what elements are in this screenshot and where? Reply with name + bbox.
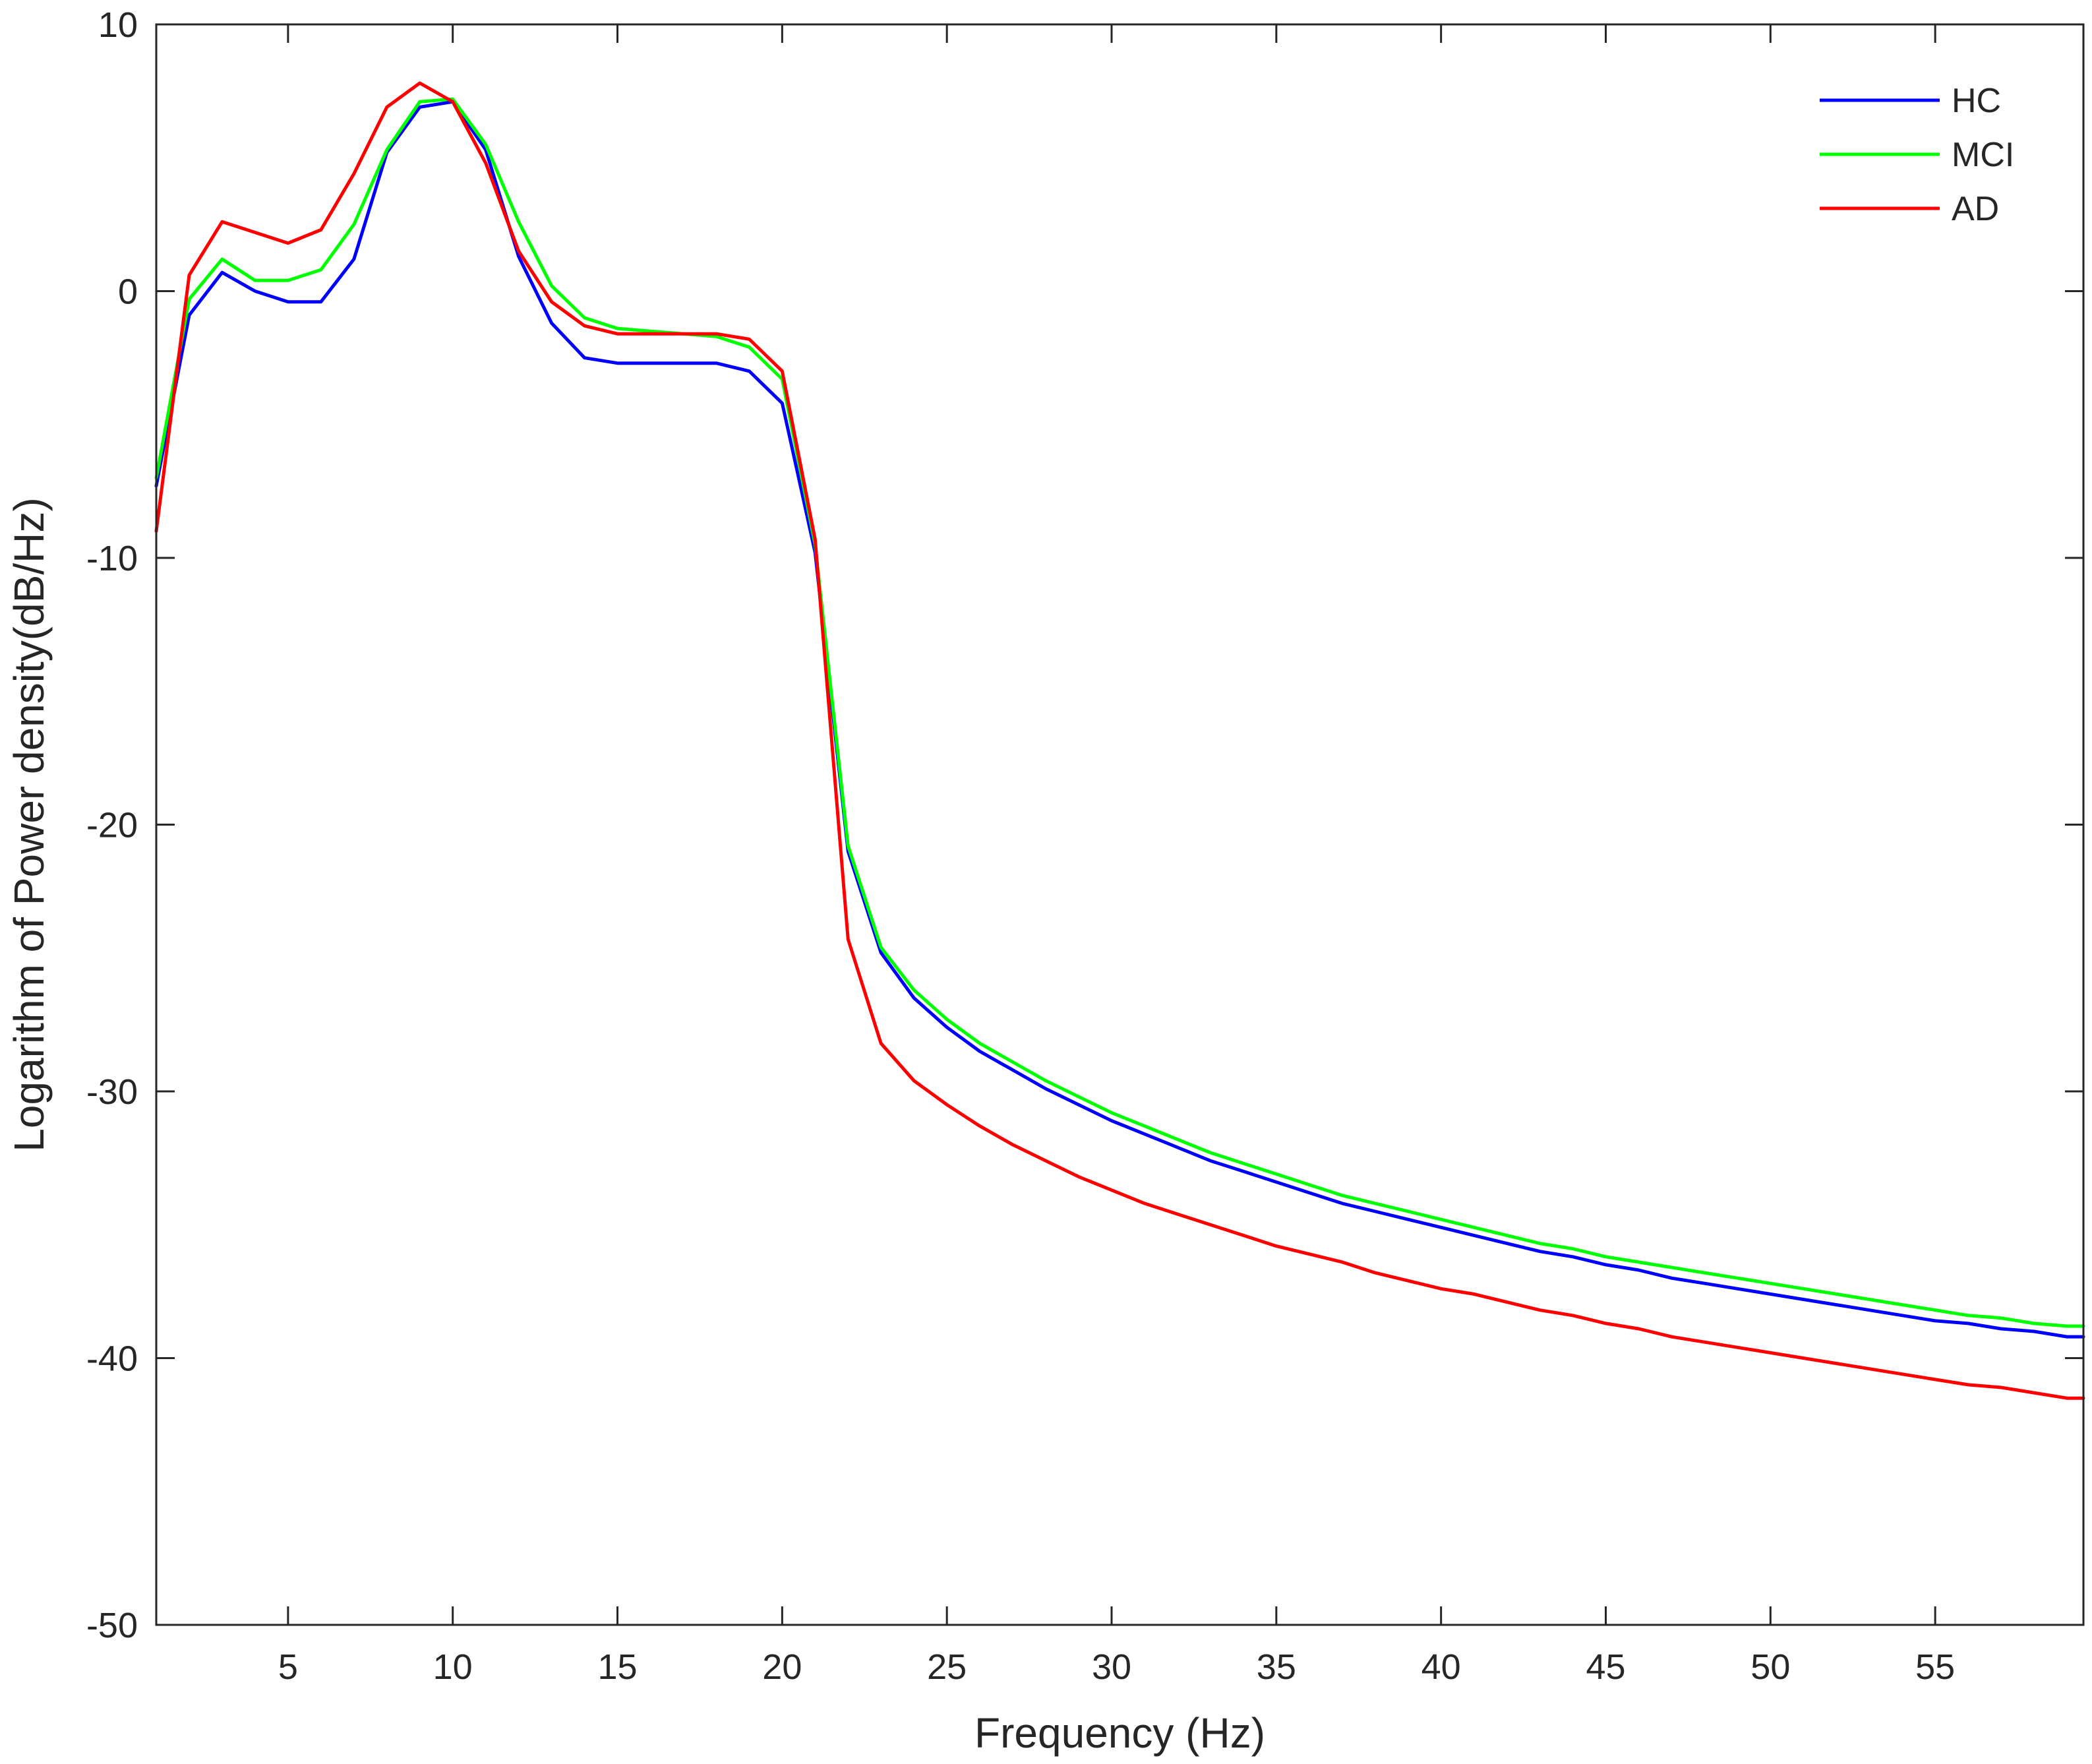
x-tick-label: 10: [433, 1647, 473, 1687]
x-tick-label: 35: [1257, 1647, 1296, 1687]
x-tick-label: 45: [1586, 1647, 1625, 1687]
x-tick-label: 30: [1092, 1647, 1131, 1687]
legend: HC MCI AD: [1820, 82, 2014, 228]
x-tick-label: 20: [762, 1647, 802, 1687]
legend-label: AD: [1952, 190, 1999, 228]
y-tick-label: -10: [86, 539, 138, 578]
legend-item-ad: AD: [1820, 190, 1999, 228]
legend-label: HC: [1952, 82, 2001, 120]
series-lines: [154, 81, 2085, 1400]
y-tick-label: -40: [86, 1339, 138, 1379]
x-tick-label: 55: [1915, 1647, 1955, 1687]
plot-area-frame: [155, 23, 2085, 1626]
y-axis-label: Logarithm of Power density(dB/Hz): [5, 497, 53, 1151]
y-tick-label: 0: [118, 272, 138, 312]
x-axis-label: Frequency (Hz): [974, 1709, 1265, 1757]
y-tick-label: -20: [86, 806, 138, 845]
x-tick-label: 40: [1421, 1647, 1461, 1687]
x-axis-ticks: 5 10 15 20 25 30 35 40 45 50 55: [278, 24, 1955, 1687]
x-tick-label: 5: [278, 1647, 298, 1687]
series-line-ad: [154, 81, 2085, 1400]
x-tick-label: 50: [1750, 1647, 1790, 1687]
legend-item-mci: MCI: [1820, 136, 2014, 174]
series-line-mci: [154, 97, 2085, 1328]
legend-label: MCI: [1952, 136, 2014, 174]
legend-item-hc: HC: [1820, 82, 2001, 120]
y-tick-label: -30: [86, 1072, 138, 1112]
y-tick-label: -50: [86, 1606, 138, 1645]
series-line-hc: [154, 100, 2085, 1339]
y-axis-ticks: -50 -40 -30 -20 -10 0 10: [86, 5, 2083, 1645]
y-tick-label: 10: [98, 5, 138, 45]
x-tick-label: 25: [927, 1647, 967, 1687]
x-tick-label: 15: [597, 1647, 637, 1687]
